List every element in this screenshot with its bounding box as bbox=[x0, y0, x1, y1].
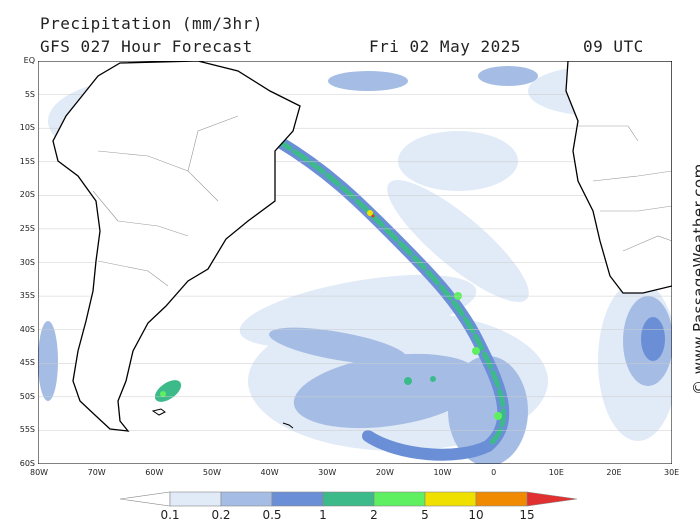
legend-level-label: 0.5 bbox=[262, 508, 281, 522]
longitude-label: 30E bbox=[664, 468, 680, 477]
longitude-label: 70W bbox=[87, 468, 106, 477]
legend-level-label: 2 bbox=[370, 508, 378, 522]
map-title: Precipitation (mm/3hr) bbox=[40, 14, 263, 33]
forecast-time: 09 UTC bbox=[583, 37, 644, 56]
legend-swatch bbox=[424, 491, 477, 507]
copyright-credit: © www.PassageWeather.com bbox=[690, 163, 700, 395]
legend-swatch bbox=[475, 491, 528, 507]
latitude-label: 45S bbox=[19, 358, 35, 368]
latitude-label: 40S bbox=[19, 324, 35, 334]
heavy-rain-spots bbox=[154, 210, 665, 420]
legend-swatch bbox=[373, 491, 426, 507]
legend-level-label: 15 bbox=[519, 508, 534, 522]
precipitation-map bbox=[38, 61, 672, 464]
precipitation-legend: 0.1 0.2 0.5 1 2 5 10 15 bbox=[119, 491, 578, 522]
latitude-label: 30S bbox=[19, 257, 35, 267]
legend-swatch bbox=[119, 491, 171, 507]
longitude-label: 10E bbox=[548, 468, 564, 477]
legend-level-label: 0.2 bbox=[211, 508, 230, 522]
legend-level-label: 0.1 bbox=[160, 508, 179, 522]
longitude-label: 20W bbox=[375, 468, 394, 477]
longitude-label: 80W bbox=[30, 468, 49, 477]
latitude-label: 55S bbox=[19, 425, 35, 435]
longitude-label: 60W bbox=[145, 468, 164, 477]
legend-level-label: 5 bbox=[421, 508, 429, 522]
latitude-label: 50S bbox=[19, 391, 35, 401]
legend-swatch bbox=[220, 491, 273, 507]
latitude-label: 60S bbox=[19, 459, 35, 468]
legend-swatch bbox=[526, 491, 578, 507]
africa-borders bbox=[578, 125, 672, 252]
latitude-label: EQ bbox=[23, 56, 35, 65]
latitude-label: 15S bbox=[19, 156, 35, 166]
forecast-date: Fri 02 May 2025 bbox=[369, 37, 521, 56]
legend-swatch bbox=[322, 491, 375, 507]
longitude-label: 0 bbox=[491, 468, 497, 477]
longitude-label: 20E bbox=[606, 468, 622, 477]
latitude-label: 10S bbox=[19, 123, 35, 133]
longitude-label: 40W bbox=[260, 468, 279, 477]
latitude-label: 25S bbox=[19, 223, 35, 233]
legend-level-label: 10 bbox=[468, 508, 483, 522]
longitude-label: 10W bbox=[433, 468, 452, 477]
south-georgia bbox=[282, 422, 294, 429]
frontal-rain-core bbox=[275, 138, 506, 449]
falkland-islands bbox=[151, 408, 166, 416]
africa-landmass bbox=[565, 61, 672, 294]
longitude-label: 50W bbox=[202, 468, 221, 477]
forecast-subtitle: GFS 027 Hour Forecast bbox=[40, 37, 253, 56]
legend-swatch bbox=[169, 491, 222, 507]
longitude-label: 30W bbox=[318, 468, 337, 477]
legend-level-label: 1 bbox=[319, 508, 327, 522]
south-america-landmass bbox=[52, 61, 301, 432]
latitude-label: 35S bbox=[19, 291, 35, 301]
legend-swatch bbox=[271, 491, 324, 507]
south-america-borders bbox=[92, 115, 239, 287]
latitude-label: 5S bbox=[24, 89, 35, 99]
latitude-label: 20S bbox=[19, 190, 35, 200]
